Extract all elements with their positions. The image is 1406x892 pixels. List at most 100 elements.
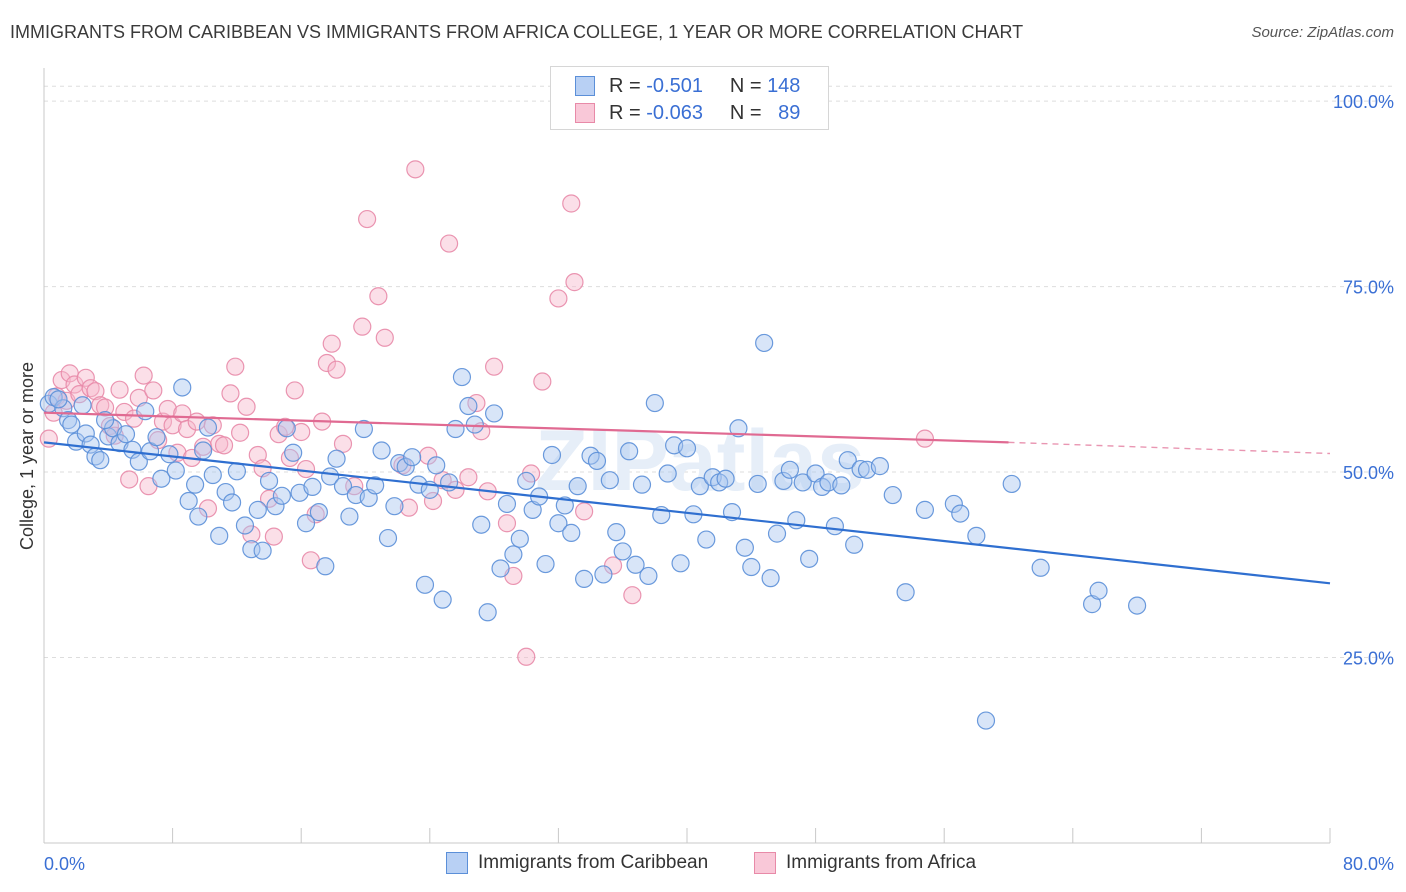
caribbean-point [452,367,472,387]
africa-point [375,328,394,347]
africa-point [358,209,377,229]
caribbean-point [248,500,267,519]
africa-point [322,334,341,353]
y-tick-label: 50.0% [1343,463,1394,483]
caribbean-point [403,448,422,467]
caribbean-point [735,538,754,557]
caribbean-point [203,465,222,485]
caribbean-point [446,419,465,439]
caribbean-point [284,443,303,462]
legend-caribbean-label: Immigrants from Caribbean [478,852,709,873]
legend-n-value: 148 [767,74,801,97]
legend-r-value: -0.063 [646,101,703,124]
africa-point [562,194,581,213]
caribbean-point [626,555,645,574]
africa-swatch [575,103,595,123]
africa-point [369,287,388,306]
caribbean-point [697,530,716,549]
chart-title: IMMIGRANTS FROM CARIBBEAN VS IMMIGRANTS … [10,22,1024,42]
caribbean-point [562,523,581,542]
africa-point [221,384,240,403]
caribbean-point [607,523,626,542]
caribbean-point [587,451,607,471]
caribbean-point [465,415,484,434]
correlation-legend: R = -0.501 N = 148 R = -0.063 N = 89 [550,66,829,130]
africa-point [317,353,337,373]
caribbean-point [316,557,335,576]
caribbean-point [152,469,171,488]
africa-trend-extension [1008,441,1331,455]
caribbean-point [613,542,632,561]
y-tick-label: 100.0% [1333,92,1394,112]
caribbean-point [825,517,844,536]
caribbean-point [136,402,155,421]
caribbean-point [767,524,787,543]
caribbean-point [504,545,523,564]
caribbean-point [198,418,218,437]
caribbean-point [1031,558,1050,577]
caribbean-point [73,396,92,415]
caribbean-point [944,494,963,514]
caribbean-point [327,449,346,468]
legend-r-label: R = [609,101,641,124]
legend-row-caribbean: R = -0.501 N = 148 [575,73,800,99]
caribbean-point [600,471,619,490]
africa-point [214,436,234,455]
caribbean-point [179,491,198,511]
caribbean-point [491,559,510,578]
africa-point [120,470,139,489]
x-tick-label: 80.0% [1343,854,1394,874]
caribbean-point [761,569,780,588]
legend-n-label: N = [729,101,762,124]
caribbean-point [729,419,748,438]
caribbean-point [272,486,292,505]
caribbean-point [354,419,373,439]
series-africa-points [39,160,935,666]
africa-point [134,366,153,385]
africa-point [248,445,267,465]
caribbean-point [222,493,242,512]
caribbean-point [555,496,574,515]
caribbean-point [1127,596,1147,615]
caribbean-point [748,474,767,494]
africa-point [533,372,552,391]
africa-point [226,357,245,376]
caribbean-point [485,404,504,423]
caribbean-point [147,428,166,447]
caribbean-point [780,460,799,479]
africa-point [406,160,425,179]
africa-point [623,586,642,605]
caribbean-point [800,549,819,568]
caribbean-trend-line [43,441,1331,585]
caribbean-point [194,441,213,460]
caribbean-point [478,603,497,622]
caribbean-point [415,575,435,594]
africa-point [292,422,311,442]
caribbean-point [851,459,870,479]
caribbean-point [639,566,658,586]
legend-row-africa: R = -0.063 N = 89 [575,100,800,126]
caribbean-point [427,456,446,475]
caribbean-point [210,526,229,545]
africa-point [446,480,465,499]
caribbean-point [549,514,568,533]
caribbean-point [690,477,709,496]
caribbean-point [845,535,864,554]
caribbean-point [976,711,996,730]
caribbean-point [433,590,452,609]
caribbean-point [568,477,587,496]
caribbean-point [235,516,255,535]
caribbean-point [91,451,110,470]
africa-point [231,423,250,442]
caribbean-point [189,507,208,526]
caribbean-point [658,464,677,483]
legend-item-caribbean[interactable]: Immigrants from Caribbean [446,852,708,874]
africa-point [439,234,459,253]
caribbean-point [793,473,812,492]
legend-item-africa[interactable]: Immigrants from Africa [754,852,976,874]
caribbean-point [76,424,95,443]
y-tick-label: 25.0% [1343,649,1394,669]
caribbean-point [716,469,735,488]
africa-trend-line [43,411,1009,444]
